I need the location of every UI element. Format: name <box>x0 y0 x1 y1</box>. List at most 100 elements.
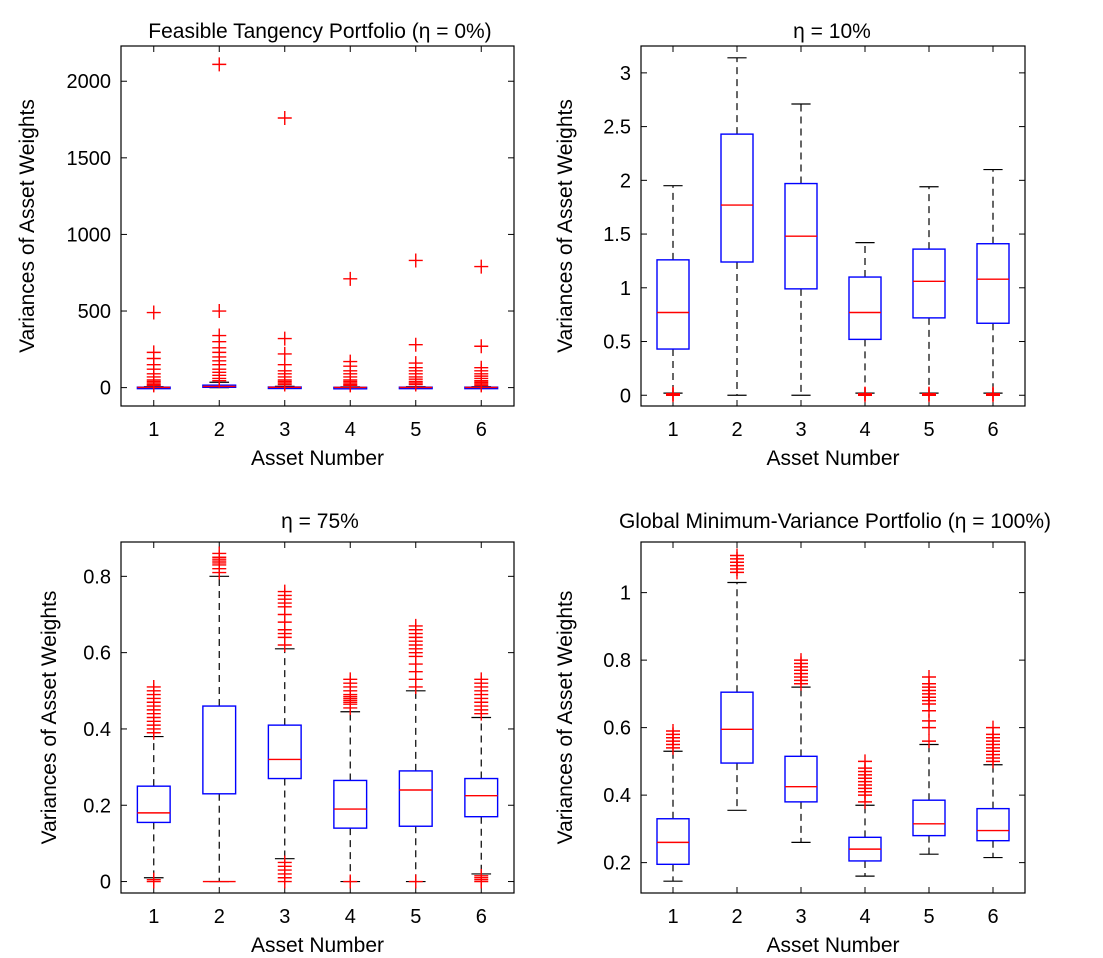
x-axis-label: Asset Number <box>251 934 384 957</box>
y-tick-label: 2000 <box>67 71 112 93</box>
iqr-box <box>136 785 171 824</box>
x-tick-label: 6 <box>987 419 998 441</box>
outlier-marker <box>277 584 292 599</box>
outlier-marker <box>474 339 489 354</box>
x-tick-label: 5 <box>923 419 934 441</box>
x-tick-label: 2 <box>214 419 225 441</box>
y-tick-label: 0 <box>620 385 631 407</box>
y-tick-label: 1.5 <box>603 224 631 246</box>
y-axis-label: Variances of Asset Weights <box>554 591 577 845</box>
box-asset-1 <box>656 724 690 882</box>
subplot-1: 0 500 1000 1500 2000 1 2 3 4 5 6 Feasible Tangency … <box>16 20 515 470</box>
x-tick-label: 3 <box>795 419 806 441</box>
x-axis-label: Asset Number <box>766 934 899 957</box>
x-tick-label: 3 <box>279 419 290 441</box>
outlier-marker <box>146 679 161 694</box>
y-tick-label: 0 <box>100 872 111 894</box>
outlier-marker <box>794 653 808 668</box>
x-tick-label: 4 <box>345 419 356 441</box>
iqr-box <box>912 248 946 319</box>
chart-title: η = 75% <box>281 510 359 533</box>
outlier-marker <box>343 271 358 286</box>
box-asset-6 <box>976 168 1010 403</box>
x-tick-label: 2 <box>731 419 742 441</box>
box-asset-3 <box>784 103 818 396</box>
x-tick-label: 5 <box>410 419 421 441</box>
x-tick-label: 1 <box>667 419 678 441</box>
box-asset-1 <box>136 679 171 889</box>
outlier-marker <box>666 386 680 401</box>
outlier-marker <box>474 378 489 393</box>
iqr-box <box>720 133 754 263</box>
outlier-marker <box>146 305 161 320</box>
x-axis-label: Asset Number <box>766 447 899 470</box>
x-tick-label: 2 <box>214 906 225 928</box>
y-tick-label: 1 <box>620 583 631 605</box>
outlier-marker <box>212 373 227 388</box>
y-tick-label: 0 <box>100 378 111 400</box>
y-tick-label: 0.8 <box>83 566 111 588</box>
box-asset-3 <box>267 111 302 392</box>
x-tick-label: 1 <box>148 419 159 441</box>
box-asset-5 <box>398 253 433 392</box>
chart-title: Feasible Tangency Portfolio (η = 0%) <box>148 20 491 43</box>
x-tick-label: 6 <box>987 906 998 928</box>
outlier-marker <box>277 111 292 125</box>
iqr-box <box>202 705 237 795</box>
outlier-marker <box>666 724 680 738</box>
box-asset-2 <box>202 57 237 389</box>
y-tick-label: 2.5 <box>603 117 631 139</box>
outlier-marker <box>343 378 358 393</box>
box-asset-2 <box>720 57 754 396</box>
box-asset-4 <box>848 754 882 877</box>
y-tick-label: 1 <box>620 278 631 300</box>
iqr-box <box>398 770 433 827</box>
outlier-marker <box>277 377 292 392</box>
box-asset-6 <box>464 259 499 393</box>
y-tick-label: 0.2 <box>603 853 631 875</box>
iqr-box <box>464 777 499 818</box>
subplot-3: 0 0.2 0.4 0.6 0.8 1 2 3 4 5 6 η = 75% Asset Number Va… <box>38 510 515 957</box>
box-asset-6 <box>464 672 499 889</box>
outlier-marker <box>146 872 161 887</box>
outlier-marker <box>408 874 423 889</box>
outlier-marker <box>343 874 358 889</box>
box-asset-3 <box>267 584 302 889</box>
y-tick-label: 500 <box>78 301 111 323</box>
y-tick-label: 0.4 <box>83 719 111 741</box>
x-tick-label: 3 <box>795 906 806 928</box>
x-axis-label: Asset Number <box>251 447 384 470</box>
y-axis-label: Variances of Asset Weights <box>38 591 61 845</box>
y-tick-label: 0.6 <box>83 643 111 665</box>
y-tick-label: 1500 <box>67 148 112 170</box>
box-asset-6 <box>976 720 1010 859</box>
iqr-box <box>720 691 754 764</box>
box-asset-3 <box>784 653 818 843</box>
y-tick-label: 0.6 <box>603 718 631 740</box>
box-asset-1 <box>136 305 171 393</box>
subplot-2: 0 0.5 1 1.5 2 2.5 3 1 2 3 4 5 6 η = 10% Asset Number Va… <box>554 20 1026 470</box>
y-tick-label: 0.5 <box>603 332 631 354</box>
x-tick-label: 5 <box>923 906 934 928</box>
outlier-marker <box>922 386 936 401</box>
outlier-marker <box>212 304 227 319</box>
iqr-box <box>656 818 690 866</box>
x-tick-label: 1 <box>667 906 678 928</box>
x-tick-label: 1 <box>148 906 159 928</box>
y-tick-label: 1000 <box>67 224 112 246</box>
chart-title: Global Minimum-Variance Portfolio (η = 1… <box>619 510 1051 533</box>
iqr-box <box>656 259 690 350</box>
y-axis-label: Variances of Asset Weights <box>16 99 39 353</box>
iqr-box <box>912 799 946 837</box>
outlier-marker <box>858 754 872 769</box>
y-tick-label: 0.2 <box>83 795 111 817</box>
outlier-marker <box>408 253 423 268</box>
box-asset-5 <box>398 618 433 889</box>
x-tick-label: 3 <box>279 906 290 928</box>
iqr-box <box>976 807 1010 842</box>
y-tick-label: 3 <box>620 63 631 85</box>
outlier-marker <box>408 618 423 633</box>
outlier-marker <box>922 670 936 684</box>
